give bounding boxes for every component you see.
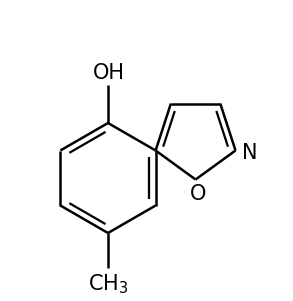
- Text: N: N: [242, 142, 257, 163]
- Text: CH$_3$: CH$_3$: [88, 272, 128, 296]
- Text: OH: OH: [93, 63, 125, 83]
- Text: O: O: [189, 184, 206, 203]
